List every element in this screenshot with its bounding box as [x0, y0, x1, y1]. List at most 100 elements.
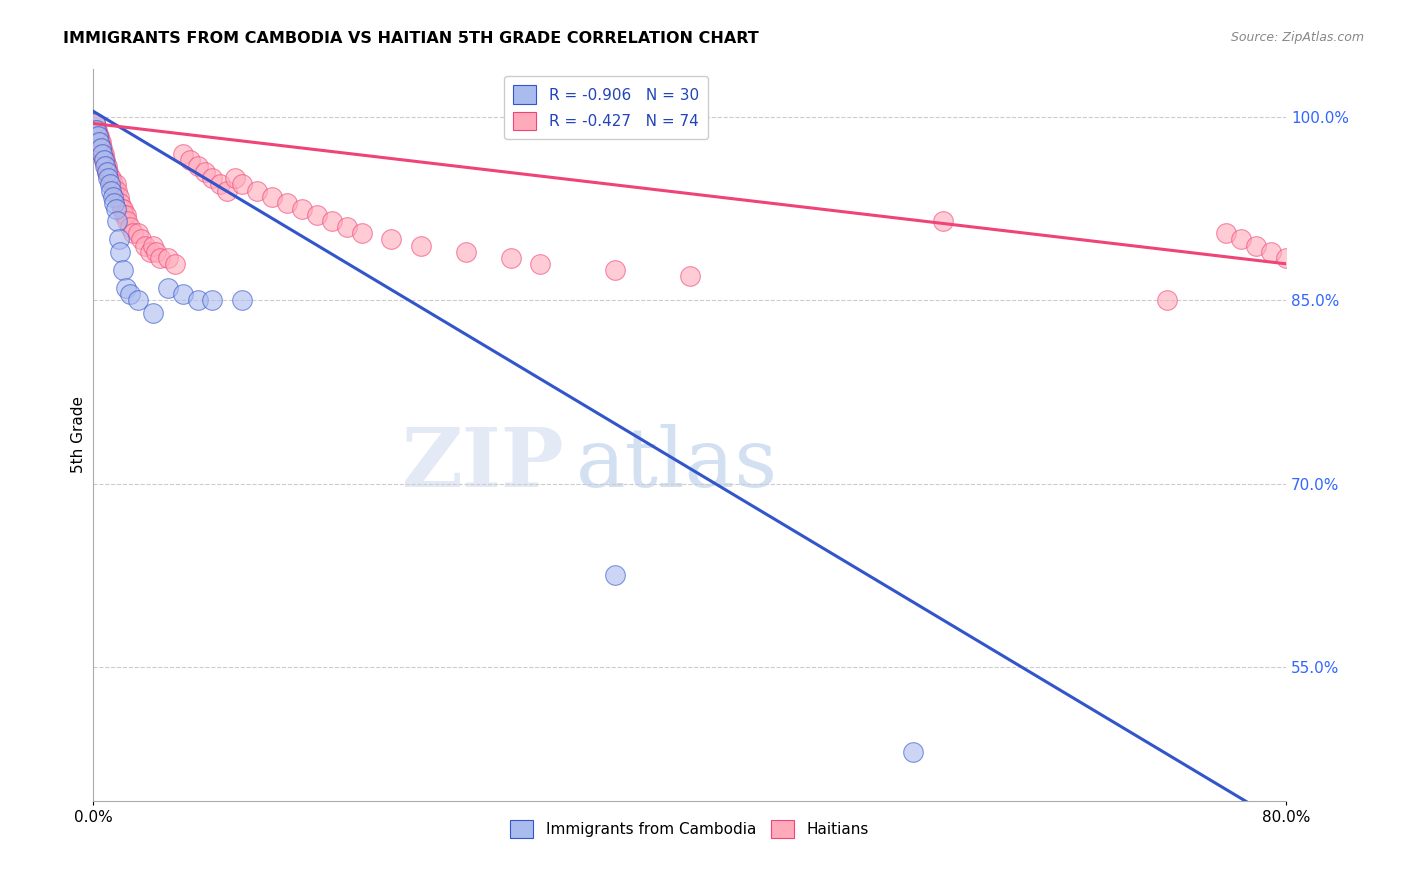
Point — [165, 257, 187, 271]
Point — [96, 159, 118, 173]
Point — [1230, 232, 1253, 246]
Point — [93, 147, 115, 161]
Point — [1244, 238, 1267, 252]
Point — [100, 184, 122, 198]
Point — [110, 202, 132, 216]
Point — [231, 178, 253, 192]
Point — [108, 244, 131, 259]
Text: IMMIGRANTS FROM CAMBODIA VS HAITIAN 5TH GRADE CORRELATION CHART: IMMIGRANTS FROM CAMBODIA VS HAITIAN 5TH … — [63, 31, 759, 46]
Point — [101, 178, 124, 192]
Point — [87, 128, 110, 143]
Point — [231, 293, 253, 308]
Point — [97, 171, 120, 186]
Point — [224, 171, 246, 186]
Point — [262, 189, 284, 203]
Point — [145, 244, 167, 259]
Point — [96, 165, 118, 179]
Point — [91, 141, 114, 155]
Point — [208, 178, 231, 192]
Point — [217, 184, 239, 198]
Point — [91, 147, 114, 161]
Point — [94, 159, 117, 173]
Point — [120, 287, 142, 301]
Point — [94, 153, 117, 167]
Point — [142, 238, 165, 252]
Point — [172, 147, 194, 161]
Point — [111, 202, 134, 216]
Point — [94, 159, 117, 173]
Point — [96, 165, 118, 179]
Point — [86, 128, 108, 143]
Point — [115, 208, 138, 222]
Point — [411, 238, 433, 252]
Point — [603, 263, 626, 277]
Point — [321, 214, 343, 228]
Point — [194, 165, 217, 179]
Point — [100, 171, 122, 186]
Point — [104, 178, 127, 192]
Point — [84, 116, 107, 130]
Point — [529, 257, 551, 271]
Point — [129, 232, 152, 246]
Point — [454, 244, 477, 259]
Point — [93, 153, 115, 167]
Point — [104, 202, 127, 216]
Point — [149, 251, 172, 265]
Point — [499, 251, 522, 265]
Point — [380, 232, 402, 246]
Point — [120, 220, 142, 235]
Point — [291, 202, 314, 216]
Point — [86, 122, 108, 136]
Point — [90, 141, 112, 155]
Point — [84, 122, 107, 136]
Point — [86, 128, 108, 143]
Text: atlas: atlas — [576, 424, 779, 504]
Point — [98, 178, 121, 192]
Point — [89, 135, 111, 149]
Point — [101, 189, 124, 203]
Point — [678, 268, 700, 283]
Point — [246, 184, 269, 198]
Point — [1260, 244, 1282, 259]
Point — [187, 293, 209, 308]
Point — [350, 227, 373, 241]
Point — [603, 568, 626, 582]
Point — [201, 293, 224, 308]
Point — [1215, 227, 1237, 241]
Point — [1156, 293, 1178, 308]
Point — [139, 244, 162, 259]
Point — [107, 189, 129, 203]
Legend: Immigrants from Cambodia, Haitians: Immigrants from Cambodia, Haitians — [505, 814, 875, 845]
Point — [1275, 251, 1298, 265]
Y-axis label: 5th Grade: 5th Grade — [72, 396, 86, 473]
Point — [111, 263, 134, 277]
Point — [115, 281, 138, 295]
Point — [134, 238, 156, 252]
Point — [91, 147, 114, 161]
Point — [98, 171, 121, 186]
Point — [83, 116, 105, 130]
Point — [117, 214, 139, 228]
Point — [179, 153, 201, 167]
Point — [156, 281, 179, 295]
Text: ZIP: ZIP — [402, 424, 564, 504]
Point — [105, 214, 128, 228]
Point — [172, 287, 194, 301]
Point — [107, 232, 129, 246]
Point — [89, 128, 111, 143]
Point — [103, 184, 125, 198]
Point — [89, 135, 111, 149]
Point — [187, 159, 209, 173]
Point — [93, 153, 115, 167]
Point — [122, 227, 145, 241]
Point — [276, 195, 298, 210]
Point — [932, 214, 955, 228]
Point — [142, 305, 165, 319]
Point — [336, 220, 359, 235]
Point — [903, 745, 925, 759]
Point — [97, 165, 120, 179]
Point — [90, 141, 112, 155]
Point — [108, 195, 131, 210]
Point — [156, 251, 179, 265]
Text: Source: ZipAtlas.com: Source: ZipAtlas.com — [1230, 31, 1364, 45]
